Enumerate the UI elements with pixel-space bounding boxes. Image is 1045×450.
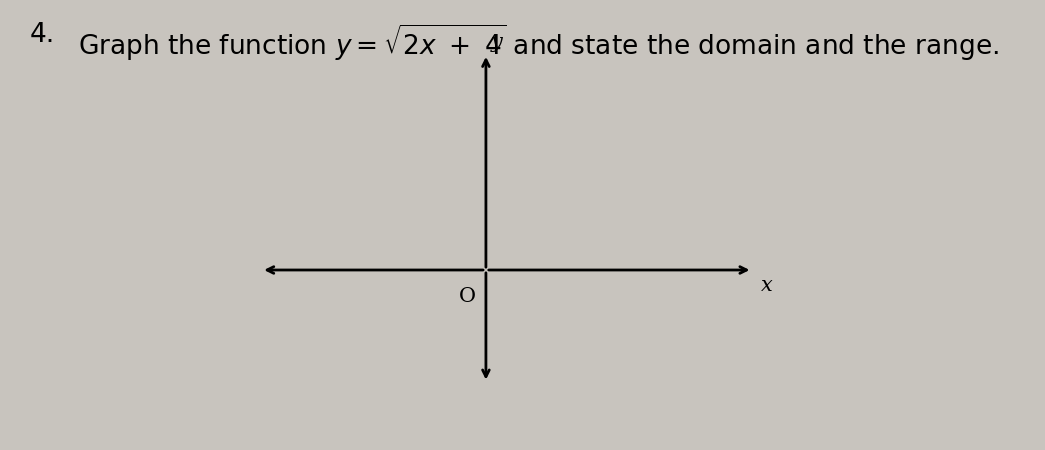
Text: 4.: 4. — [29, 22, 54, 49]
Text: O: O — [459, 288, 475, 306]
Text: y: y — [490, 33, 503, 52]
Text: Graph the function $y = \sqrt{2x\ +\ 4}$ and state the domain and the range.: Graph the function $y = \sqrt{2x\ +\ 4}$… — [78, 22, 999, 63]
Text: x: x — [761, 276, 772, 295]
